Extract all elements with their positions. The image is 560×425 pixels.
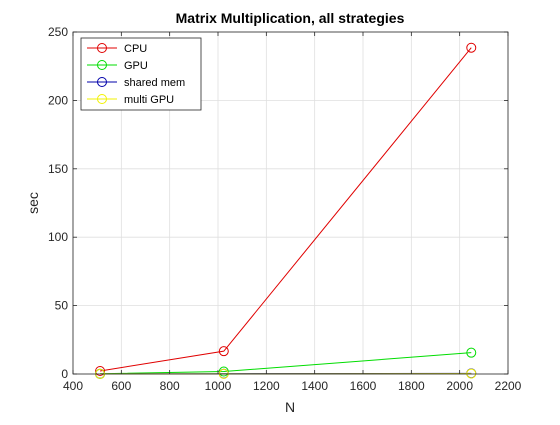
x-tick-label: 1000 <box>205 379 232 393</box>
y-tick-label: 150 <box>48 162 68 176</box>
y-axis-label: sec <box>25 192 41 214</box>
x-tick-label: 2000 <box>446 379 473 393</box>
y-tick-label: 250 <box>48 25 68 39</box>
x-tick-label: 800 <box>160 379 180 393</box>
x-tick-label: 400 <box>63 379 83 393</box>
legend-label-gpu: GPU <box>124 60 148 72</box>
legend-label-shared-mem: shared mem <box>124 77 185 89</box>
y-tick-label: 200 <box>48 93 68 107</box>
x-tick-label: 2200 <box>495 379 522 393</box>
x-tick-label: 1400 <box>301 379 328 393</box>
y-tick-label: 100 <box>48 230 68 244</box>
legend: CPU GPU shared mem multi GPU <box>81 38 201 110</box>
x-tick-label: 600 <box>111 379 131 393</box>
x-axis-label: N <box>285 399 295 415</box>
x-tick-label: 1600 <box>350 379 377 393</box>
legend-label-multi-gpu: multi GPU <box>124 94 174 106</box>
x-tick-label: 1800 <box>398 379 425 393</box>
y-tick-label: 50 <box>55 299 69 313</box>
legend-label-cpu: CPU <box>124 43 147 55</box>
x-tick-label: 1200 <box>253 379 280 393</box>
y-tick-label: 0 <box>61 367 68 381</box>
chart-title: Matrix Multiplication, all strategies <box>176 10 405 26</box>
